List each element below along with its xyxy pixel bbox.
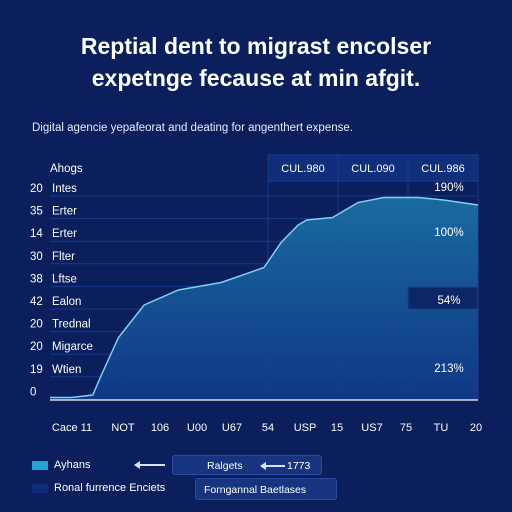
- row-number: 38: [30, 273, 43, 285]
- value-label: 213%: [434, 363, 463, 375]
- x-tick-label: 106: [151, 422, 169, 434]
- value-label: 190%: [434, 182, 463, 194]
- row-number: 30: [30, 251, 43, 263]
- row-number: 19: [30, 364, 43, 376]
- x-tick-label: 54: [262, 422, 274, 434]
- x-tick-label: U67: [222, 422, 242, 434]
- x-tick-label: TU: [434, 422, 449, 434]
- row-label: Intes: [52, 183, 77, 195]
- row-label: Erter: [52, 228, 77, 240]
- row-number: 0: [30, 386, 36, 398]
- x-tick-label: 20: [470, 422, 482, 434]
- x-tick-label: 75: [400, 422, 412, 434]
- value-label: 54%: [437, 295, 460, 307]
- legend-label: Ayhans: [54, 459, 91, 471]
- chart-title-line-2: expetnge fecause at min afgit.: [91, 65, 421, 91]
- row-label: Erter: [52, 206, 77, 218]
- column-header-label: CUL.986: [421, 163, 464, 175]
- column-header-label: CUL.980: [281, 163, 324, 175]
- legend-label: Ronal furrence Enciets: [54, 482, 166, 494]
- annotation-1773: 1773: [287, 460, 311, 472]
- value-label: 100%: [434, 227, 463, 239]
- area-fill: [50, 197, 478, 400]
- legend-item-ayhans: Ayhans: [32, 456, 91, 474]
- row-label: Lftse: [52, 273, 77, 285]
- row-label: Flter: [52, 251, 75, 263]
- row-label: Ealon: [52, 296, 81, 308]
- chart-title-line-1: Reptial dent to migrast encolser: [80, 33, 432, 59]
- x-tick-label: US7: [361, 422, 382, 434]
- row-label: Trednal: [52, 319, 91, 331]
- row-number: 20: [30, 319, 43, 331]
- legend-item-ronal: Ronal furrence Enciets: [32, 479, 165, 497]
- left-arrow-icon: [260, 462, 285, 470]
- column-header-label: CUL.090: [351, 163, 394, 175]
- area-line: [50, 196, 479, 399]
- x-tick-label: Cace 11: [52, 422, 92, 434]
- annotation-pill-ralgets: Ralgets 1773: [172, 455, 322, 475]
- chart-subtitle: Digital agencie yepafeorat and deating f…: [32, 122, 353, 134]
- column-header-cell: [337, 154, 409, 182]
- annotation-pill-forngannal: Forngannal Baetlases: [195, 478, 337, 500]
- value-label-box: [407, 286, 479, 310]
- row-label: Wtien: [52, 364, 81, 376]
- row-number: 20: [30, 183, 43, 195]
- row-number: 14: [30, 228, 43, 240]
- left-arrow-icon: [134, 461, 165, 469]
- row-label: Migarce: [52, 341, 93, 353]
- row-number: 20: [30, 341, 43, 353]
- row-number: 35: [30, 206, 43, 218]
- row-header-label: Ahogs: [50, 163, 83, 175]
- x-tick-label: 15: [331, 422, 343, 434]
- x-tick-label: NOT: [111, 422, 135, 434]
- chart-title: Reptial dent to migrast encolser expetng…: [0, 30, 512, 94]
- column-header-cell: [407, 154, 479, 182]
- row-number: 42: [30, 296, 43, 308]
- x-tick-label: U00: [187, 422, 207, 434]
- legend-swatch-dark: [32, 483, 48, 493]
- x-tick-label: USP: [294, 422, 317, 434]
- annotation-ralgets: Ralgets: [207, 460, 243, 472]
- annotation-forngannal: Forngannal Baetlases: [204, 484, 307, 496]
- legend-swatch-light: [32, 460, 48, 470]
